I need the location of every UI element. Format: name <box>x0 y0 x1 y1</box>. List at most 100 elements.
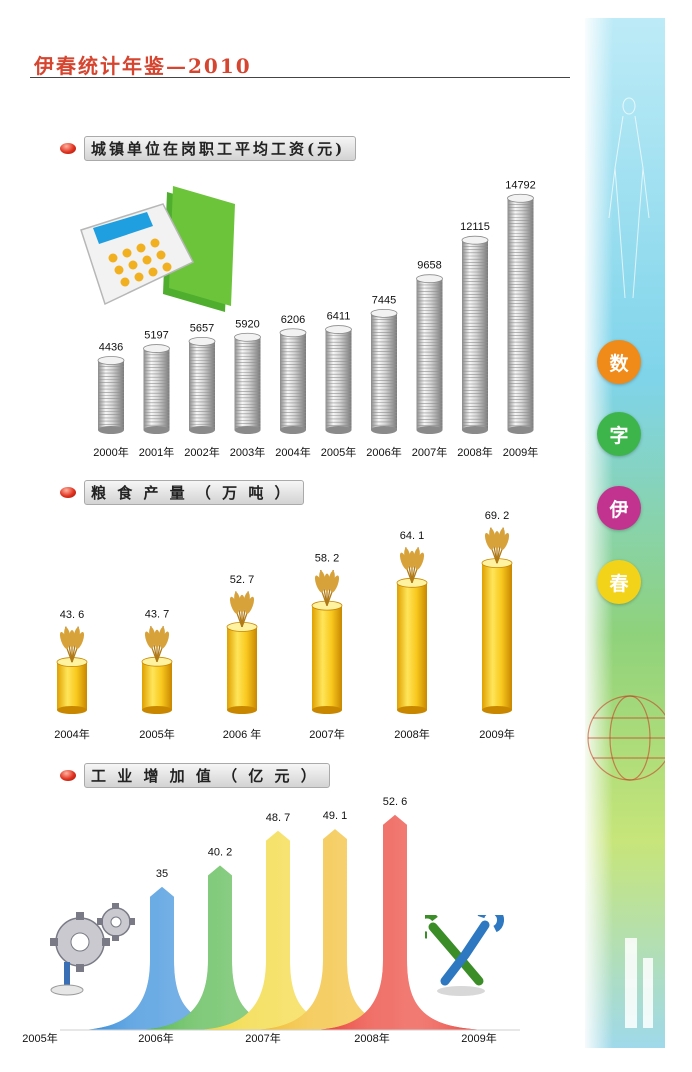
value-label: 5197 <box>144 330 168 342</box>
tick-label: 2005年 <box>139 727 174 741</box>
industry-arrow <box>253 829 427 1030</box>
tick-label: 2001年 <box>139 445 174 459</box>
tick-label: 2006 年 <box>223 727 262 741</box>
wrench-icon <box>425 915 504 996</box>
industry-arrow <box>80 886 254 1030</box>
coin-stack-top <box>370 308 398 318</box>
value-label: 6206 <box>281 314 305 326</box>
sidebar-circle-chun: 春 <box>597 560 641 604</box>
industry-title-text: 工 业 增 加 值 （ 亿 元 ） <box>84 763 330 788</box>
tick-label: 2006年 <box>138 1031 173 1045</box>
arrow-shading <box>138 865 312 1030</box>
gears-icon <box>50 903 135 996</box>
value-label: 43. 6 <box>60 609 84 621</box>
grain-cylinder <box>396 577 428 714</box>
value-label: 69. 2 <box>485 510 509 522</box>
tick-label: 2007年 <box>309 727 344 741</box>
page-title: 伊春统计年鉴—2010 <box>34 54 252 78</box>
coin-stack-bottom <box>98 426 124 434</box>
value-label: 52. 6 <box>383 796 407 808</box>
value-label: 7445 <box>372 294 396 306</box>
coin-stack <box>416 274 443 434</box>
wheat-icon <box>484 527 510 564</box>
cylinder-bottom <box>227 706 257 714</box>
figure-silhouette <box>608 97 650 299</box>
value-label: 40. 2 <box>208 847 232 859</box>
value-label: 64. 1 <box>400 530 424 542</box>
side-decoration <box>585 18 665 1048</box>
cylinder-body <box>227 626 257 710</box>
tick-label: 2005年 <box>321 445 356 459</box>
wages-section-title: 城镇单位在岗职工平均工资(元) <box>60 136 357 161</box>
coin-stack-bottom <box>416 426 443 434</box>
tick-label: 2003年 <box>230 445 265 459</box>
grain-cylinder <box>56 657 88 714</box>
coin-stack-body <box>143 348 170 430</box>
coin-stack-bottom <box>462 426 488 434</box>
coin-stack-top <box>279 328 307 338</box>
wheat-icon <box>399 547 425 584</box>
tick-label: 2006年 <box>366 445 401 459</box>
industry-section-title: 工 业 增 加 值 （ 亿 元 ） <box>60 763 330 788</box>
cylinder-bottom <box>142 706 172 714</box>
grain-cylinder <box>481 558 513 714</box>
coin-stack-top <box>97 356 125 365</box>
value-label: 43. 7 <box>145 609 169 621</box>
tick-label: 2008年 <box>354 1031 389 1045</box>
value-label: 58. 2 <box>315 553 339 565</box>
coin-stack-top <box>461 235 489 245</box>
coin-stack-body <box>371 313 397 430</box>
cylinder-bottom <box>312 706 342 714</box>
tick-label: 2002年 <box>184 445 219 459</box>
cylinder-bottom <box>482 706 512 714</box>
tick-label: 2009年 <box>503 445 538 459</box>
tick-label: 2008年 <box>457 445 492 459</box>
coin-stack-top <box>416 274 443 284</box>
cylinder-body <box>57 662 87 710</box>
coin-stack-bottom <box>325 426 352 434</box>
coin-stack-top <box>507 193 534 203</box>
arrow-shading <box>253 829 427 1030</box>
arrow-shading <box>196 830 370 1030</box>
coin-stack <box>143 344 170 434</box>
value-label: 35 <box>156 868 168 880</box>
coin-stack-bottom <box>280 426 306 434</box>
arrow-shading <box>313 814 487 1030</box>
coin-stack-body <box>416 278 443 430</box>
grain-section-title: 粮 食 产 量 （ 万 吨 ） <box>60 480 304 505</box>
coin-stack-body <box>234 337 261 430</box>
coin-stack <box>507 193 534 434</box>
wheat-icon <box>229 591 255 628</box>
coin-stack-top <box>143 344 170 353</box>
wheat-icon <box>314 570 340 606</box>
coin-stack <box>234 332 261 434</box>
coin-stack-body <box>507 198 534 430</box>
sidebar-circle-zi: 字 <box>597 412 641 456</box>
coin-stack-bottom <box>507 426 534 434</box>
industry-chart: 35 40. 2 48. 7 49. 1 52. 6 2005年 2006年 2007年 200… <box>22 796 520 1045</box>
value-label: 52. 7 <box>230 574 254 586</box>
cylinder-body <box>142 661 172 710</box>
industry-arrow <box>138 865 312 1030</box>
arrow-shading <box>80 886 254 1030</box>
value-label: 14792 <box>505 179 536 191</box>
wheat-icon <box>144 626 170 662</box>
coin-stack-bottom <box>189 426 215 434</box>
tick-label: 2000年 <box>93 445 128 459</box>
coin-stack <box>279 328 307 434</box>
coin-stack-body <box>325 329 352 430</box>
coin-stack-top <box>234 332 261 342</box>
value-label: 5657 <box>190 322 214 334</box>
grain-cylinder <box>141 656 173 714</box>
header-divider <box>30 77 570 78</box>
tick-label: 2004年 <box>54 727 89 741</box>
tick-label: 2008年 <box>394 727 429 741</box>
industry-arrow <box>196 830 370 1030</box>
value-label: 49. 1 <box>323 810 347 822</box>
coin-stack <box>97 356 125 434</box>
tick-label: 2007年 <box>412 445 447 459</box>
coin-stack-bottom <box>143 426 170 434</box>
tick-label: 2004年 <box>275 445 310 459</box>
wages-chart: 4436 2000年 5197 2001年 5657 2002年 5920 2003年 6206… <box>93 179 538 459</box>
value-label: 12115 <box>460 221 490 233</box>
